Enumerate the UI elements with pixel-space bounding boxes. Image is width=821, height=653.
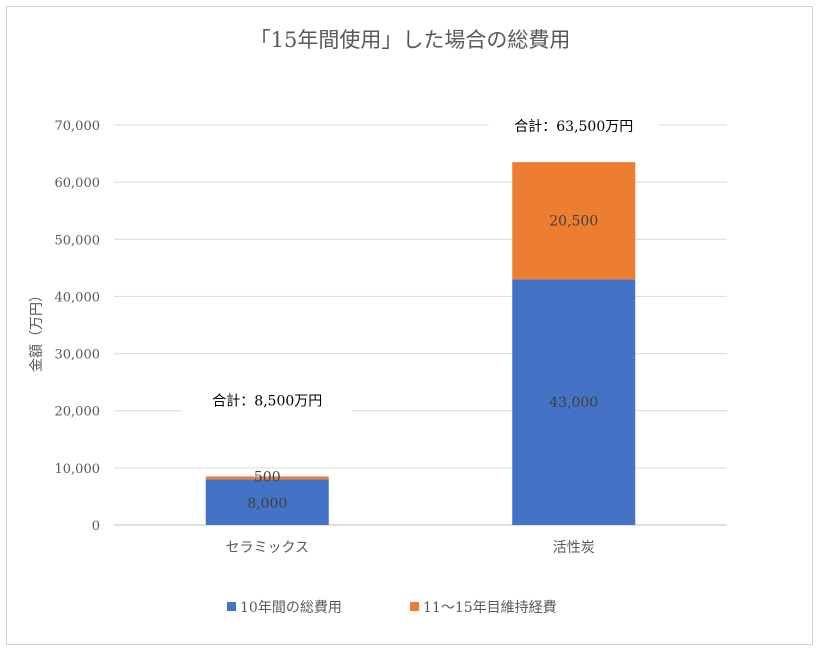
y-axis-ticks: 0 10,000 20,000 30,000 40,000 50,000 60,000 70,… xyxy=(55,119,101,534)
x-axis-categories: セラミックス 活性炭 xyxy=(225,540,594,556)
chart-area xyxy=(6,6,813,645)
bars xyxy=(205,162,636,525)
total-label-background xyxy=(488,115,659,138)
legend: 10年間の総費用 11〜15年目維持経費 xyxy=(227,600,557,616)
y-tick-label: 20,000 xyxy=(55,405,101,420)
legend-swatch xyxy=(410,602,419,611)
bar-segment xyxy=(205,476,329,480)
data-labels: 8,000 500 合計：8,500万円 43,000 20,500 合計：63,500万… xyxy=(182,115,659,512)
bar-segment xyxy=(512,162,636,280)
total-label: 合計：63,500万円 xyxy=(514,119,633,135)
data-label: 43,000 xyxy=(549,395,598,411)
data-label: 500 xyxy=(254,469,281,485)
y-tick-label: 10,000 xyxy=(55,462,101,477)
y-tick-label: 40,000 xyxy=(55,290,101,305)
total-label-background xyxy=(182,389,353,412)
y-tick-label: 0 xyxy=(92,519,100,534)
x-category-label: 活性炭 xyxy=(553,540,595,556)
y-tick-label: 50,000 xyxy=(55,233,101,248)
data-label: 8,000 xyxy=(247,496,287,512)
bar-segment xyxy=(512,279,636,525)
bar-segment xyxy=(205,479,329,525)
legend-label: 10年間の総費用 xyxy=(240,600,342,616)
chart-title: 「15年間使用」した場合の総費用 xyxy=(250,28,571,52)
data-label: 20,500 xyxy=(549,214,598,230)
y-axis-label: 金額（万円） xyxy=(29,288,45,372)
x-category-label: セラミックス xyxy=(225,540,309,556)
y-tick-label: 70,000 xyxy=(55,119,101,134)
legend-label: 11〜15年目維持経費 xyxy=(423,600,557,616)
total-label: 合計：8,500万円 xyxy=(212,393,322,409)
y-tick-label: 60,000 xyxy=(55,176,101,191)
y-tick-label: 30,000 xyxy=(55,348,101,363)
legend-swatch xyxy=(227,602,236,611)
